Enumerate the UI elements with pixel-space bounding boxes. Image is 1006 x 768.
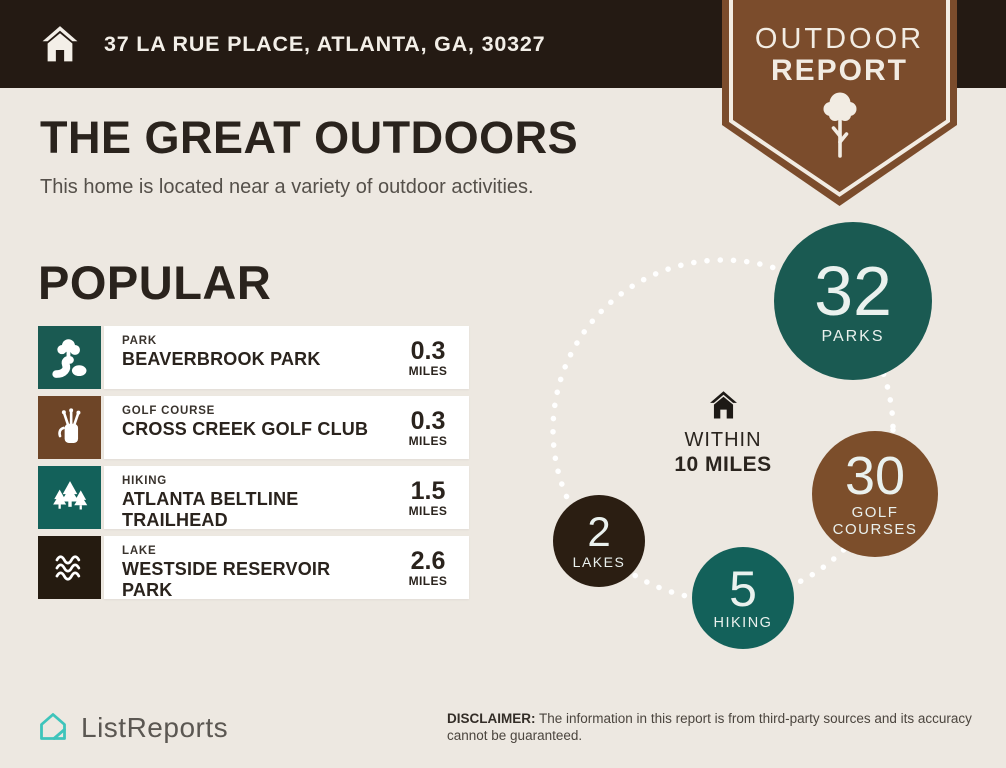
distance-unit: MILES bbox=[408, 363, 448, 378]
golf-iconbox bbox=[38, 396, 101, 459]
park-icon bbox=[51, 338, 86, 378]
lakes-bubble-label: LAKES bbox=[572, 554, 626, 570]
outdoor-report-badge: OUTDOOR REPORT bbox=[722, 0, 957, 212]
within-label: WITHIN bbox=[684, 429, 762, 451]
hiking-icon bbox=[52, 480, 87, 509]
golf-icon bbox=[57, 407, 80, 443]
distance-value: 0.3 bbox=[410, 336, 446, 365]
lakes-count: 2 bbox=[587, 508, 611, 555]
brand-name: ListReports bbox=[81, 712, 229, 743]
distance: 0.3 MILES bbox=[395, 338, 461, 378]
parks-bubble-label: PARKS bbox=[821, 327, 885, 345]
distance-unit: MILES bbox=[408, 433, 448, 448]
distance: 0.3 MILES bbox=[395, 408, 461, 448]
lake-iconbox bbox=[38, 536, 101, 599]
home-icon bbox=[42, 26, 78, 62]
house-icon bbox=[709, 391, 737, 419]
distance: 2.6 MILES bbox=[395, 548, 461, 588]
hiking-count: 5 bbox=[729, 561, 757, 617]
distance-value: 0.3 bbox=[410, 406, 446, 435]
disclaimer-label: DISCLAIMER: bbox=[447, 711, 536, 726]
distance-unit: MILES bbox=[408, 503, 448, 518]
distance-value: 2.6 bbox=[410, 546, 446, 575]
hiking-card: HIKING ATLANTA BELTLINE TRAILHEAD 1.5 MI… bbox=[104, 466, 469, 529]
park-iconbox bbox=[38, 326, 101, 389]
page-subtitle: This home is located near a variety of o… bbox=[40, 176, 534, 198]
distance-unit: MILES bbox=[408, 573, 448, 588]
golf-bubble-label: GOLF COURSES bbox=[832, 504, 918, 538]
hiking-bubble-label: HIKING bbox=[713, 615, 773, 631]
list-item-park: PARK BEAVERBROOK PARK 0.3 MILES bbox=[38, 326, 469, 389]
radius-center-label: WITHIN 10 MILES bbox=[653, 388, 793, 477]
place-name: BEAVERBROOK PARK bbox=[122, 349, 321, 369]
parks-count-bubble: 32 PARKS bbox=[774, 222, 932, 380]
popular-list: PARK BEAVERBROOK PARK 0.3 MILES bbox=[38, 326, 469, 606]
list-item-lake: LAKE WESTSIDE RESERVOIR PARK 2.6 MILES bbox=[38, 536, 469, 599]
list-item-hiking: HIKING ATLANTA BELTLINE TRAILHEAD 1.5 MI… bbox=[38, 466, 469, 529]
distance-value: 1.5 bbox=[410, 476, 446, 505]
category-label: HIKING bbox=[122, 475, 168, 487]
parks-count: 32 bbox=[814, 251, 892, 330]
lake-icon bbox=[55, 554, 80, 581]
category-label: GOLF COURSE bbox=[122, 405, 216, 417]
category-label: PARK bbox=[122, 335, 157, 347]
category-label: LAKE bbox=[122, 545, 157, 557]
hiking-iconbox bbox=[38, 466, 101, 529]
property-address: 37 LA RUE PLACE, ATLANTA, GA, 30327 bbox=[104, 31, 546, 56]
place-name: CROSS CREEK GOLF CLUB bbox=[122, 419, 369, 439]
disclaimer: DISCLAIMER: The information in this repo… bbox=[447, 710, 973, 744]
park-card: PARK BEAVERBROOK PARK 0.3 MILES bbox=[104, 326, 469, 389]
golf-count: 30 bbox=[844, 446, 906, 506]
miles-label: 10 MILES bbox=[674, 453, 772, 476]
lakes-count-bubble: 2 LAKES bbox=[553, 495, 645, 587]
listreports-logo-icon bbox=[40, 713, 66, 740]
distance: 1.5 MILES bbox=[395, 478, 461, 518]
place-name: ATLANTA BELTLINE TRAILHEAD bbox=[122, 489, 299, 529]
disclaimer-text: The information in this report is from t… bbox=[447, 711, 972, 743]
list-item-golf: GOLF COURSE CROSS CREEK GOLF CLUB 0.3 MI… bbox=[38, 396, 469, 459]
place-name: WESTSIDE RESERVOIR PARK bbox=[122, 559, 331, 599]
badge-line1: OUTDOOR bbox=[754, 23, 925, 55]
badge-line2: REPORT bbox=[770, 54, 908, 87]
golf-card: GOLF COURSE CROSS CREEK GOLF CLUB 0.3 MI… bbox=[104, 396, 469, 459]
popular-heading: POPULAR bbox=[38, 256, 272, 309]
tree-icon bbox=[823, 92, 856, 158]
lake-card: LAKE WESTSIDE RESERVOIR PARK 2.6 MILES bbox=[104, 536, 469, 599]
golf-count-bubble: 30 GOLF COURSES bbox=[812, 431, 938, 557]
listreports-logo: ListReports bbox=[33, 708, 228, 748]
page-title: THE GREAT OUTDOORS bbox=[40, 112, 579, 163]
hiking-count-bubble: 5 HIKING bbox=[692, 547, 794, 649]
